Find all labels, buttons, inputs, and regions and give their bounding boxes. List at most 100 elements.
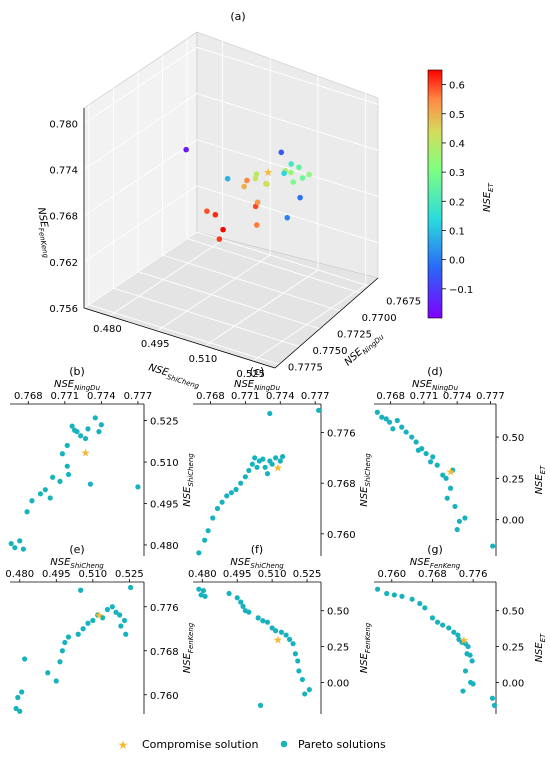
panel-a-point [288, 161, 295, 167]
panel-ylabel-main: NSE [182, 486, 193, 507]
pareto-point [200, 588, 207, 594]
colorbar-label: NSEET [482, 182, 495, 212]
pareto-point [399, 424, 405, 430]
pareto-point [135, 484, 141, 490]
pareto-point [465, 643, 471, 650]
panel-a-grid-z [83, 139, 389, 217]
panel-a-ytick: 0.7675 [386, 297, 421, 308]
pareto-point [57, 659, 63, 665]
pareto-point [210, 515, 216, 521]
pareto-point [391, 592, 397, 598]
panel-title: (f) [251, 543, 263, 556]
pareto-point [269, 461, 275, 467]
pareto-point [19, 689, 25, 695]
pareto-point [95, 612, 101, 618]
pareto-point [82, 435, 89, 442]
pareto-point [47, 495, 53, 501]
pareto-point [104, 606, 111, 613]
pareto-point [273, 628, 279, 634]
pareto-point [292, 651, 298, 657]
panel-ytick-label: 0.25 [502, 474, 524, 485]
panel-a-point [288, 169, 294, 176]
panel-ylabel: NSEET [534, 465, 547, 495]
panel-a-ztick: 0.774 [49, 166, 78, 177]
panel-xtick-label: 0.777 [301, 391, 330, 402]
pareto-point [419, 446, 425, 452]
pareto-point [87, 481, 93, 487]
pareto-point [264, 619, 271, 625]
pareto-point [399, 593, 405, 599]
panel-xlabel-main: NSE [234, 379, 255, 390]
pareto-point [450, 467, 456, 473]
panel-a-grid-z [83, 46, 389, 124]
pareto-point [202, 537, 208, 543]
panel-ylabel-main: NSE [182, 652, 193, 673]
panel-a-grid-y [88, 304, 281, 366]
panel-ylabel-sub: ShiCheng [187, 453, 195, 487]
pareto-point [8, 540, 14, 547]
pareto-point [440, 622, 446, 628]
panel-ylabel: NSEShiCheng [182, 453, 195, 507]
panel-ylabel: NSEET [534, 633, 547, 663]
pareto-point [260, 456, 266, 462]
panel-ytick-label: 0.768 [327, 479, 356, 490]
pareto-point [224, 493, 230, 499]
pareto-point [252, 455, 258, 461]
panel-a-points: ★ [183, 146, 313, 242]
pareto-point [117, 612, 123, 618]
pareto-point [17, 538, 23, 544]
pareto-point [234, 595, 240, 601]
panel-a-point [264, 181, 270, 187]
panel-ylabel-main: NSE [359, 652, 370, 673]
pareto-point [384, 590, 390, 597]
panel-xlabel-sub: NingDu [254, 384, 280, 392]
pareto-point [59, 451, 65, 457]
panel-ytick-label: 0.25 [327, 643, 349, 654]
pareto-point [413, 439, 419, 445]
pareto-point [403, 429, 409, 435]
panel-a-grid-x [204, 269, 319, 347]
panel-a-grid-y [113, 287, 305, 349]
panel-a-xtick: 0.525 [236, 369, 265, 380]
colorbar-tick-label: 0.4 [449, 139, 465, 150]
pareto-point [299, 676, 305, 683]
panel-a-point [290, 179, 297, 185]
panel-xlabel: NSEFenKeng [410, 557, 461, 570]
panel-a-grid-x [109, 239, 223, 317]
pareto-point [260, 618, 266, 624]
panel-ylabel-main: NSE [359, 486, 370, 507]
pareto-point [379, 414, 385, 420]
pareto-point [278, 629, 285, 635]
panel-a-point [204, 208, 210, 214]
pareto-point [15, 694, 21, 701]
pareto-point [446, 625, 452, 631]
pareto-point [12, 545, 18, 551]
panel-a-point [296, 164, 302, 171]
panel-ylabel-sub: ET [539, 465, 547, 474]
pareto-point [440, 472, 446, 478]
legend-pareto-label: Pareto solutions [298, 738, 386, 751]
pareto-point [374, 586, 381, 592]
pareto-point [417, 600, 423, 607]
legend-pareto-marker [280, 740, 288, 748]
panel-ylabel: NSEFenKeng [182, 622, 195, 673]
pareto-point [430, 454, 436, 460]
pareto-point [246, 467, 252, 474]
panel-a-point [183, 146, 189, 153]
pareto-point [302, 691, 308, 697]
panel-ytick-label: 0.00 [502, 516, 524, 527]
pareto-point [306, 687, 312, 693]
panel-xtick-label: 0.771 [410, 391, 439, 402]
panel-ytick-label: 0.495 [150, 499, 179, 510]
panel-xtick-label: 0.771 [50, 391, 79, 402]
panel-ytick-label: 0.00 [502, 678, 524, 689]
panel-xtick-label: 0.774 [266, 391, 295, 402]
panel-a-xtick: 0.480 [93, 324, 122, 335]
panel-a-point [252, 175, 259, 182]
pareto-point [219, 499, 225, 505]
pareto-point [296, 668, 302, 674]
pareto-point [409, 596, 415, 602]
